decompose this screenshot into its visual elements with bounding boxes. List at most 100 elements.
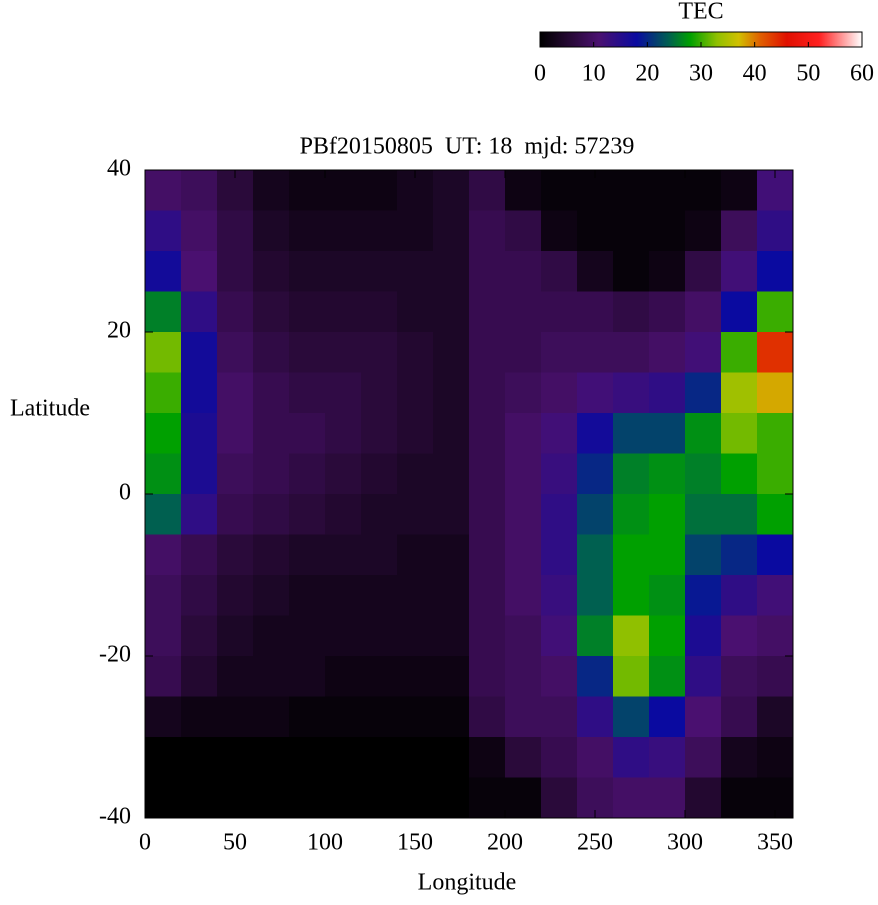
heat-cell [217, 372, 254, 414]
heat-cell [325, 494, 362, 535]
heat-cell [217, 696, 254, 738]
heat-cell [757, 251, 794, 292]
heat-cell [433, 332, 470, 373]
heat-cell [397, 332, 434, 373]
heat-cell [469, 534, 506, 576]
chart-title: PBf20150805 UT: 18 mjd: 57239 [300, 134, 635, 160]
colorbar-tick-label: 50 [796, 61, 820, 87]
heat-cell [613, 737, 650, 778]
x-tick-label: 0 [139, 830, 151, 856]
heat-cell [685, 615, 722, 657]
heat-cell [145, 291, 182, 333]
heat-cell [361, 615, 398, 657]
heat-cell [397, 575, 434, 616]
heat-cell [289, 696, 326, 738]
heat-cell [217, 575, 254, 616]
heat-cell [613, 494, 650, 535]
heat-cell [469, 737, 506, 778]
x-tick-label: 100 [307, 830, 343, 856]
heat-cell [469, 251, 506, 292]
heat-cell [289, 413, 326, 454]
heat-cell [325, 453, 362, 495]
heat-cell [469, 210, 506, 252]
heat-cell [577, 251, 614, 292]
heat-cell [505, 210, 542, 252]
y-tick-label: 40 [107, 156, 131, 182]
heat-cell [397, 210, 434, 252]
heat-cell [613, 372, 650, 414]
heat-cell [253, 453, 290, 495]
heat-cell [649, 413, 686, 454]
heat-cell [541, 615, 578, 657]
heat-cell [721, 210, 758, 252]
heat-cell [613, 251, 650, 292]
heat-cell [181, 453, 218, 495]
heat-cell [253, 413, 290, 454]
heat-cell [289, 737, 326, 778]
heat-cell [469, 413, 506, 454]
heat-cell [469, 291, 506, 333]
heat-cell [505, 291, 542, 333]
heat-cell [757, 332, 794, 373]
heat-cell [433, 534, 470, 576]
heat-cell [253, 777, 290, 819]
heat-cell [217, 332, 254, 373]
y-tick-label: -40 [99, 804, 131, 830]
heat-cell [541, 534, 578, 576]
heat-cell [181, 777, 218, 819]
heat-cell [325, 170, 362, 211]
heat-cell [361, 332, 398, 373]
heat-cell [325, 656, 362, 697]
heat-cell [685, 777, 722, 819]
heat-cell [577, 291, 614, 333]
heat-cell [757, 615, 794, 657]
heat-cell [541, 575, 578, 616]
heat-cell [289, 575, 326, 616]
heat-cell [325, 737, 362, 778]
heat-cell [433, 696, 470, 738]
heat-cell [649, 494, 686, 535]
heat-cell [145, 534, 182, 576]
heat-cell [505, 656, 542, 697]
heat-cell [181, 615, 218, 657]
heat-cell [721, 575, 758, 616]
heat-cell [505, 696, 542, 738]
heat-cell [685, 656, 722, 697]
heat-cell [469, 696, 506, 738]
heat-cell [649, 170, 686, 211]
heat-cell [217, 615, 254, 657]
heat-cell [685, 534, 722, 576]
heat-cell [289, 170, 326, 211]
heat-cell [217, 291, 254, 333]
heat-cell [469, 332, 506, 373]
x-tick-label: 250 [577, 830, 613, 856]
heat-cell [253, 251, 290, 292]
heat-cell [397, 291, 434, 333]
heat-cell [721, 494, 758, 535]
heat-cell [685, 170, 722, 211]
heat-cell [361, 696, 398, 738]
heat-cell [181, 656, 218, 697]
heat-cell [469, 494, 506, 535]
heat-cell [397, 737, 434, 778]
heat-cell [361, 777, 398, 819]
heat-cell [253, 372, 290, 414]
colorbar-tick-label: 30 [689, 61, 713, 87]
heat-cell [145, 210, 182, 252]
heat-cell [541, 656, 578, 697]
y-tick-label: -20 [99, 642, 131, 668]
heat-cell [685, 291, 722, 333]
heat-cell [325, 291, 362, 333]
heat-cell [433, 575, 470, 616]
heat-cell [361, 737, 398, 778]
heat-cell [433, 737, 470, 778]
heat-cell [649, 777, 686, 819]
heat-cell [289, 332, 326, 373]
heat-cell [469, 372, 506, 414]
heat-cell [289, 291, 326, 333]
heat-cell [325, 615, 362, 657]
y-tick-label: 0 [119, 480, 131, 506]
heat-cell [613, 534, 650, 576]
heat-cell [577, 372, 614, 414]
